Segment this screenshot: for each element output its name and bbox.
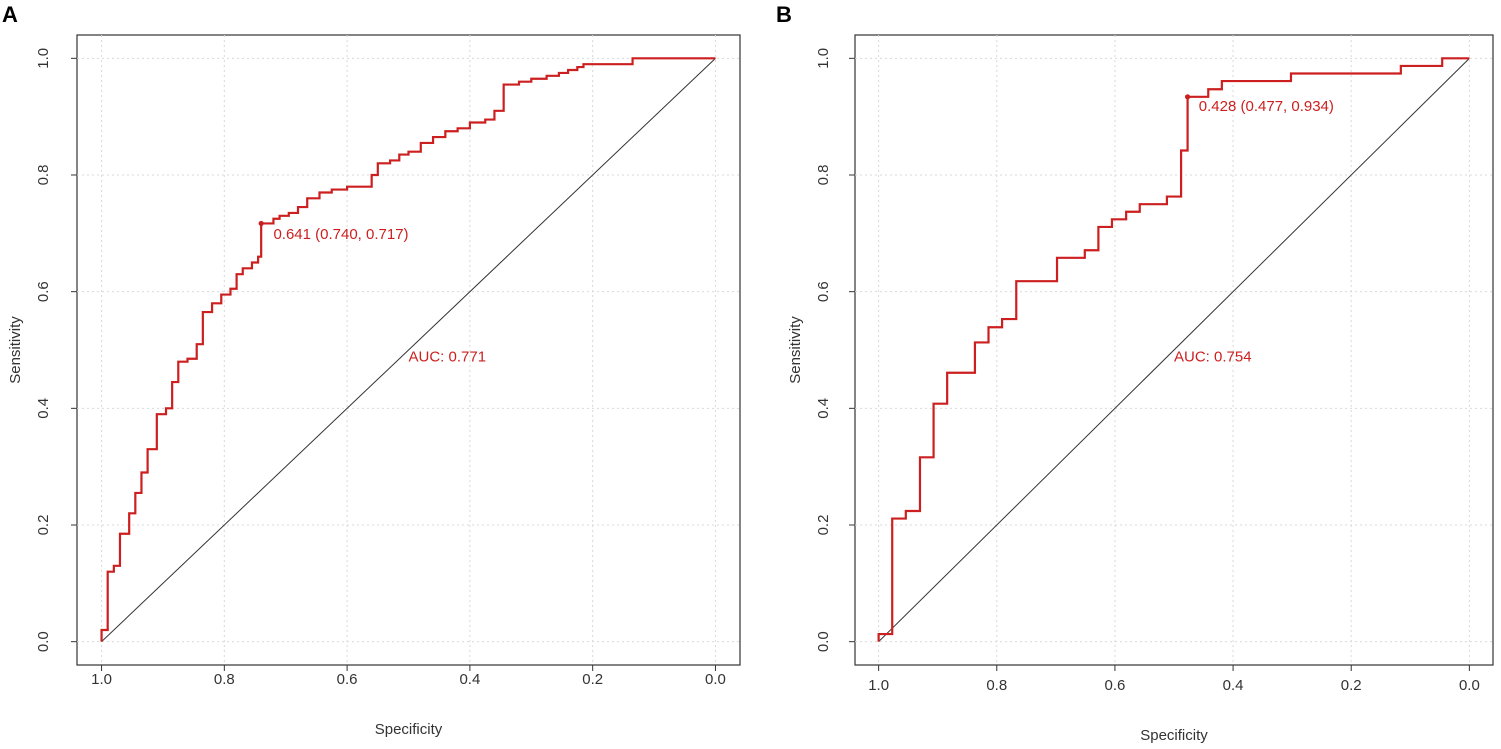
y-tick-label: 0.6 (35, 281, 52, 302)
x-tick-label: 0.2 (582, 671, 603, 688)
roc-panel-a: A 1.0 0.8 0.6 0.4 0.2 0.0 0.00.20.40.60.81.0 … (2, 2, 741, 738)
y-tick-label: 0.6 (815, 281, 832, 302)
x-tick-label: 1.0 (91, 671, 112, 688)
y-axis-title-b: Sensitivity (787, 316, 804, 384)
roc-panel-b: B 1.0 0.8 0.6 0.4 0.2 0.0 0.00.20.40.60.81.0 … (776, 2, 1494, 744)
y-tick-label: 0.4 (815, 398, 832, 419)
x-axis-ticks-a: 1.0 0.8 0.6 0.4 0.2 0.0 (91, 665, 726, 688)
x-tick-label: 0.6 (1104, 677, 1125, 694)
y-tick-label: 0.0 (35, 631, 52, 652)
x-tick-label: 0.2 (1341, 677, 1362, 694)
reference-diagonal-a (101, 57, 716, 643)
auc-label-b: AUC: 0.754 (1174, 349, 1252, 366)
grid-lines-a (77, 35, 740, 665)
y-tick-label: 0.4 (35, 398, 52, 419)
x-axis-title-b: Specificity (1140, 727, 1208, 744)
plot-frame-b (854, 34, 1494, 666)
best-threshold-point-b (1184, 94, 1191, 100)
x-tick-label: 0.4 (459, 671, 480, 688)
x-tick-label: 0.0 (705, 671, 726, 688)
plot-frame-a (76, 34, 741, 666)
auc-label-a: AUC: 0.771 (409, 349, 487, 366)
roc-curve-a (100, 57, 716, 642)
y-tick-label: 0.0 (815, 631, 832, 652)
roc-curve-b (877, 57, 1470, 642)
y-axis-ticks-a: 0.0 0.2 0.4 0.6 0.8 1.0 (35, 48, 77, 652)
threshold-annotation-b: 0.428 (0.477, 0.934) (1199, 98, 1334, 115)
y-tick-label: 1.0 (35, 48, 52, 69)
x-tick-label: 0.0 (1459, 677, 1480, 694)
y-tick-label: 0.8 (35, 165, 52, 186)
y-tick-label: 0.8 (815, 165, 832, 186)
y-tick-label: 1.0 (815, 48, 832, 69)
grid-lines-b (855, 35, 1493, 665)
x-tick-label: 0.8 (214, 671, 235, 688)
threshold-annotation-a: 0.641 (0.740, 0.717) (273, 226, 408, 243)
x-axis-title-a: Specificity (375, 721, 443, 738)
x-tick-label: 0.8 (986, 677, 1007, 694)
x-tick-label: 0.4 (1223, 677, 1244, 694)
panel-label-b: B (776, 2, 792, 27)
y-axis-title-a: Sensitivity (7, 316, 24, 384)
y-tick-label: 0.2 (815, 515, 832, 536)
y-axis-ticks-b: 0.0 0.2 0.4 0.6 0.8 1.0 (815, 48, 855, 652)
y-tick-label: 0.2 (35, 515, 52, 536)
x-tick-label: 0.6 (337, 671, 358, 688)
panel-label-a: A (2, 2, 18, 27)
best-threshold-point-a (258, 220, 264, 227)
x-tick-label: 1.0 (868, 677, 889, 694)
x-axis-ticks-b: 1.0 0.8 0.6 0.4 0.2 0.0 (868, 665, 1480, 694)
reference-diagonal-b (878, 57, 1470, 643)
